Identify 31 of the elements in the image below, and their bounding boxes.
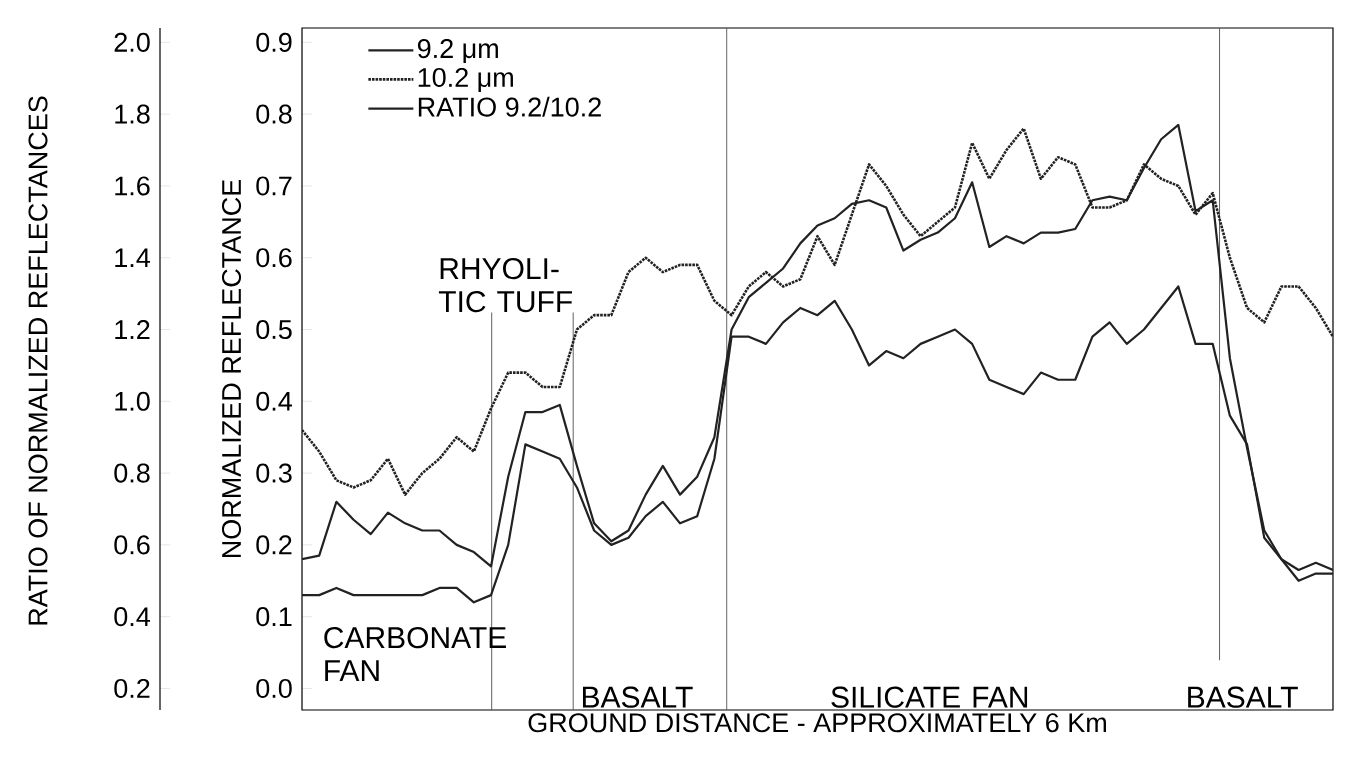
- y2-tick-label: 0.4: [114, 607, 151, 627]
- y2-tick-label: 1.2: [115, 320, 150, 339]
- annotation: BASALT: [582, 686, 693, 708]
- y2-tick-label: 0.8: [114, 463, 150, 483]
- x-axis-title: GROUND DISTANCE - APPROXIMATELY 6 Km: [528, 713, 1106, 733]
- y-tick-label: 0.5: [256, 319, 292, 340]
- y2-tick-label: 1.0: [115, 391, 150, 411]
- y-tick-label: 0.8: [256, 104, 292, 124]
- y-tick-label: 0.0: [256, 678, 292, 699]
- annotation: BASALT: [1188, 686, 1298, 708]
- y2-tick-label: 1.6: [115, 176, 150, 196]
- legend-label: 10.2 μm: [418, 67, 513, 92]
- y-tick-label: 0.7: [256, 176, 292, 196]
- y2-tick-label: 1.8: [115, 104, 150, 124]
- y-tick-label: 0.2: [256, 535, 292, 555]
- legend-label: 9.2 μm: [417, 39, 498, 64]
- y-tick-label: 0.4: [256, 391, 293, 411]
- y2-tick-label: 2.0: [114, 32, 150, 52]
- y2-tick-label: 0.6: [114, 535, 150, 555]
- annotation: SILICATE FAN: [831, 686, 1028, 708]
- y2-tick-label: 1.4: [115, 248, 151, 268]
- y-tick-label: 0.9: [256, 32, 292, 52]
- y2-axis-title: RATIO OF NORMALIZED REFLECTANCES: [28, 96, 48, 625]
- y-axis-title: NORMALIZED REFLECTANCE: [221, 179, 242, 558]
- y-tick-label: 0.6: [256, 248, 292, 268]
- y-tick-label: 0.1: [256, 607, 292, 627]
- legend-label: RATIO 9.2/10.2: [418, 96, 601, 117]
- y2-tick-label: 0.2: [114, 678, 150, 699]
- annotation: CARBONATE FAN: [324, 626, 506, 681]
- annotation: RHYOLI-TIC TUFF: [438, 258, 572, 313]
- y-tick-label: 0.3: [256, 463, 292, 483]
